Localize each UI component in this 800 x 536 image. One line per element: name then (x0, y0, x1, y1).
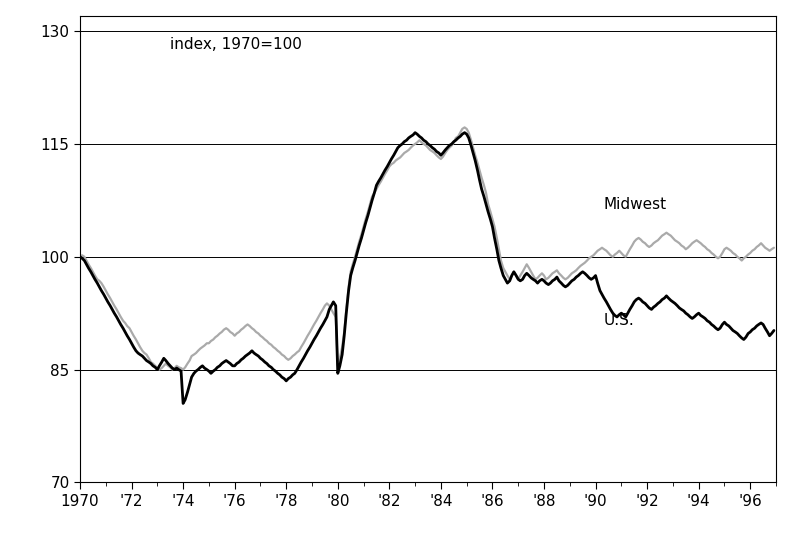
Text: U.S.: U.S. (603, 313, 634, 328)
Text: index, 1970=100: index, 1970=100 (170, 37, 302, 52)
Text: Midwest: Midwest (603, 197, 666, 212)
